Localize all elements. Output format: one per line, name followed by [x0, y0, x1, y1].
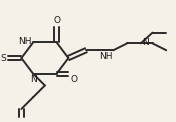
Text: N: N	[30, 75, 36, 84]
Text: NH: NH	[18, 37, 31, 46]
Text: N: N	[142, 38, 149, 47]
Text: NH: NH	[99, 52, 112, 61]
Text: S: S	[0, 54, 6, 63]
Text: O: O	[53, 16, 60, 25]
Text: O: O	[70, 75, 77, 84]
